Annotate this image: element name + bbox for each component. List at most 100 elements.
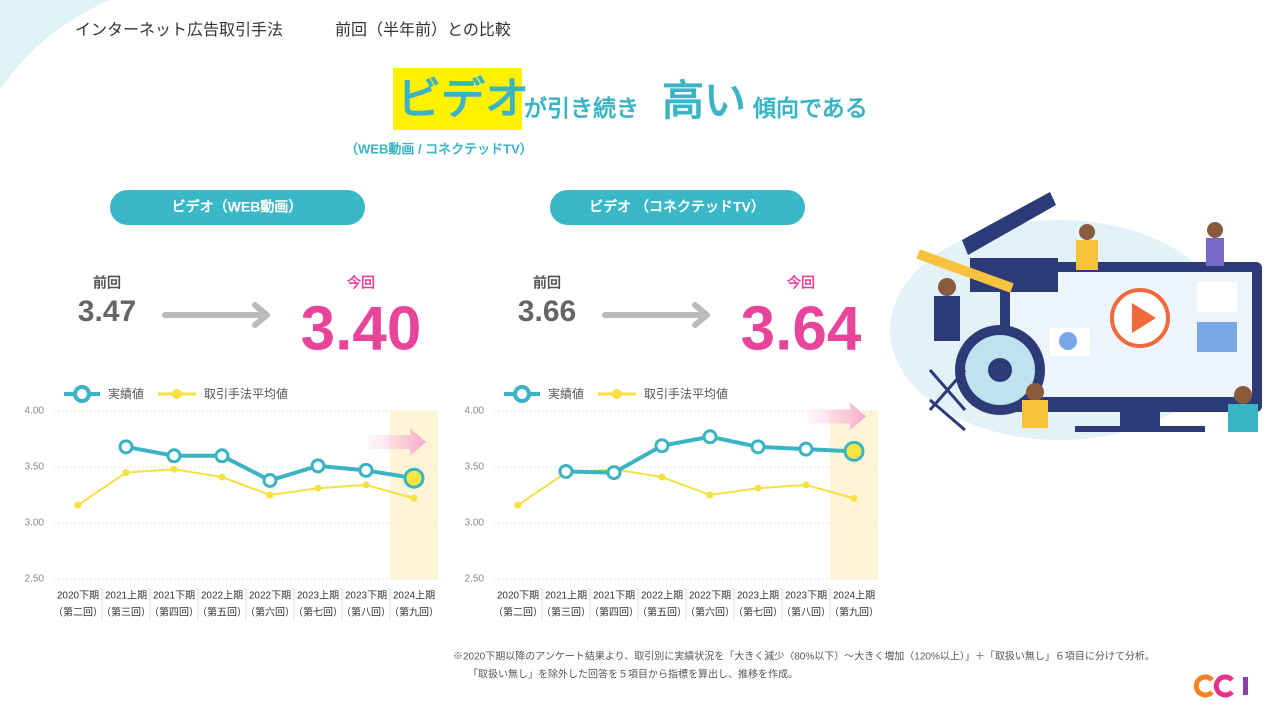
x-tick-label: 2020下期 [57,590,99,602]
y-tick-label: 3.50 [465,462,485,473]
y-tick-label: 3.00 [465,518,485,529]
x-tick-label: 2023上期 [297,590,339,602]
actual-point [702,429,718,445]
x-tick-sublabel: （第五回） [637,606,687,619]
average-point [218,473,226,481]
header-title: インターネット広告取引手法 [75,21,283,39]
trend-arrow [808,402,866,431]
illustration [890,192,1262,440]
headline-emphasis: 高い [662,77,746,124]
actual-point [558,463,574,479]
actual-point [750,439,766,455]
average-point [74,501,82,509]
y-tick-label: 2.50 [465,574,485,585]
actual-point [606,465,622,481]
x-tick-label: 2023下期 [785,590,827,602]
y-tick-label: 3.00 [25,518,45,529]
footnote: ※2020下期以降のアンケート結果より、取引別に実績状況を「大きく減少（80%以… [453,650,1155,663]
actual-point [262,472,278,488]
average-point [658,473,666,481]
x-tick-label: 2024上期 [393,590,435,602]
x-tick-label: 2022下期 [689,590,731,602]
latest-point [843,440,865,462]
x-tick-sublabel: （第六回） [685,606,735,619]
x-tick-sublabel: （第七回） [293,606,343,619]
x-tick-sublabel: （第五回） [197,606,247,619]
x-tick-label: 2022上期 [641,590,683,602]
actual-point [358,462,374,478]
actual-point [798,441,814,457]
x-tick-sublabel: （第四回） [149,606,199,619]
x-tick-sublabel: （第六回） [245,606,295,619]
legend-marker [612,389,622,399]
x-tick-label: 2020下期 [497,590,539,602]
x-tick-label: 2023下期 [345,590,387,602]
footnote: 「取扱い無し」を除外した回答を５項目から指標を算出し、推移を作成。 [468,668,798,681]
average-point [706,491,714,499]
legend-label: 取引手法平均値 [644,386,728,401]
legend-label: 実績値 [548,386,584,401]
x-tick-label: 2023上期 [737,590,779,602]
x-tick-label: 2021下期 [593,590,635,602]
average-point [266,491,274,499]
previous-value: 3.66 [518,295,576,328]
headline-highlight: ビデオ [397,74,529,124]
x-tick-sublabel: （第九回） [829,606,879,619]
x-tick-label: 2021上期 [545,590,587,602]
average-point [122,469,130,477]
x-tick-sublabel: （第八回） [341,606,391,619]
average-point [850,494,858,502]
x-tick-sublabel: （第九回） [389,606,439,619]
x-tick-sublabel: （第七回） [733,606,783,619]
comparison-arrow [162,302,270,328]
title-pill [550,190,805,225]
current-label: 今回 [346,275,375,291]
latest-point [403,467,425,489]
current-label: 今回 [786,275,815,291]
actual-point [214,448,230,464]
chart-title: ビデオ （コネクテッドTV） [589,199,765,215]
chart-title: ビデオ（WEB動画） [172,199,303,215]
previous-value: 3.47 [78,295,136,328]
actual-point [310,458,326,474]
previous-label: 前回 [93,275,121,291]
trend-arrow [368,428,426,456]
comparison-arrow [602,302,710,328]
headline-text: 傾向である [752,95,868,121]
logo [1193,674,1248,698]
actual-point [118,439,134,455]
previous-label: 前回 [533,275,561,291]
average-point [170,465,178,473]
y-tick-label: 4.00 [25,406,45,417]
current-value: 3.64 [741,294,862,363]
highlight-box [393,68,522,130]
current-value: 3.40 [301,294,422,363]
y-tick-label: 4.00 [465,406,485,417]
headline-text: が引き続き [524,95,639,121]
x-tick-label: 2024上期 [833,590,875,602]
average-point [802,481,810,489]
legend-marker [513,385,531,403]
x-tick-sublabel: （第三回） [541,606,591,619]
actual-point [166,448,182,464]
y-tick-label: 3.50 [25,462,45,473]
x-tick-sublabel: （第八回） [781,606,831,619]
legend-marker [73,385,91,403]
legend-label: 実績値 [108,386,144,401]
corner-decoration [0,0,110,90]
x-tick-sublabel: （第三回） [101,606,151,619]
x-tick-label: 2021上期 [105,590,147,602]
x-tick-label: 2022上期 [201,590,243,602]
average-point [362,481,370,489]
actual-point [654,438,670,454]
x-tick-label: 2021下期 [153,590,195,602]
average-point [514,501,522,509]
headline-note: （WEB動画 / コネクテッドTV） [345,141,533,156]
average-point [410,494,418,502]
x-tick-sublabel: （第二回） [53,606,103,619]
legend-label: 取引手法平均値 [204,386,288,401]
header-subtitle: 前回（半年前）との比較 [335,21,511,39]
average-point [314,484,322,492]
